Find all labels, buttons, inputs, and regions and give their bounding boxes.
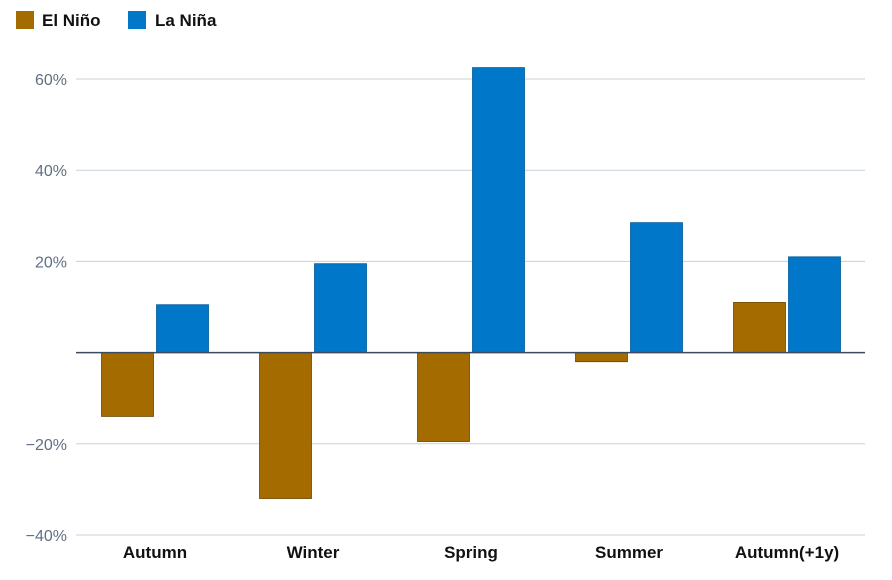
y-tick-label: −20%: [26, 437, 67, 454]
bar-la-nina-3: [630, 222, 683, 354]
legend-swatch-el-nino: [16, 11, 34, 29]
bar-la-nina-4: [788, 256, 841, 353]
x-category-label: Summer: [595, 543, 663, 562]
legend-label-la-nina: La Niña: [155, 11, 217, 30]
x-category-label: Autumn(+1y): [735, 543, 839, 562]
legend-label-el-nino: El Niño: [42, 11, 101, 30]
y-tick-label: 20%: [35, 254, 67, 271]
y-tick-label: 40%: [35, 163, 67, 180]
y-tick-label: 60%: [35, 72, 67, 89]
x-category-label: Spring: [444, 543, 498, 562]
bar-la-nina-0: [156, 304, 209, 354]
x-axis-categories: Autumn Winter Spring Summer Autumn(+1y): [123, 543, 839, 562]
bar-el-nino-3: [575, 352, 628, 363]
x-category-label: Winter: [287, 543, 340, 562]
bar-la-nina-1: [314, 263, 367, 353]
bar-el-nino-2: [417, 352, 470, 442]
legend-swatch-la-nina: [128, 11, 146, 29]
gridlines: [76, 78, 865, 536]
bar-la-nina-2: [472, 67, 525, 353]
bar-el-nino-0: [101, 352, 154, 417]
x-category-label: Autumn: [123, 543, 187, 562]
legend: El Niño La Niña: [16, 11, 217, 30]
y-tick-label: −40%: [26, 528, 67, 545]
y-axis-ticks: 60% 40% 20% −20% −40%: [26, 72, 67, 545]
bar-el-nino-4: [733, 302, 786, 354]
bars: [101, 67, 841, 499]
bar-el-nino-1: [259, 352, 312, 499]
